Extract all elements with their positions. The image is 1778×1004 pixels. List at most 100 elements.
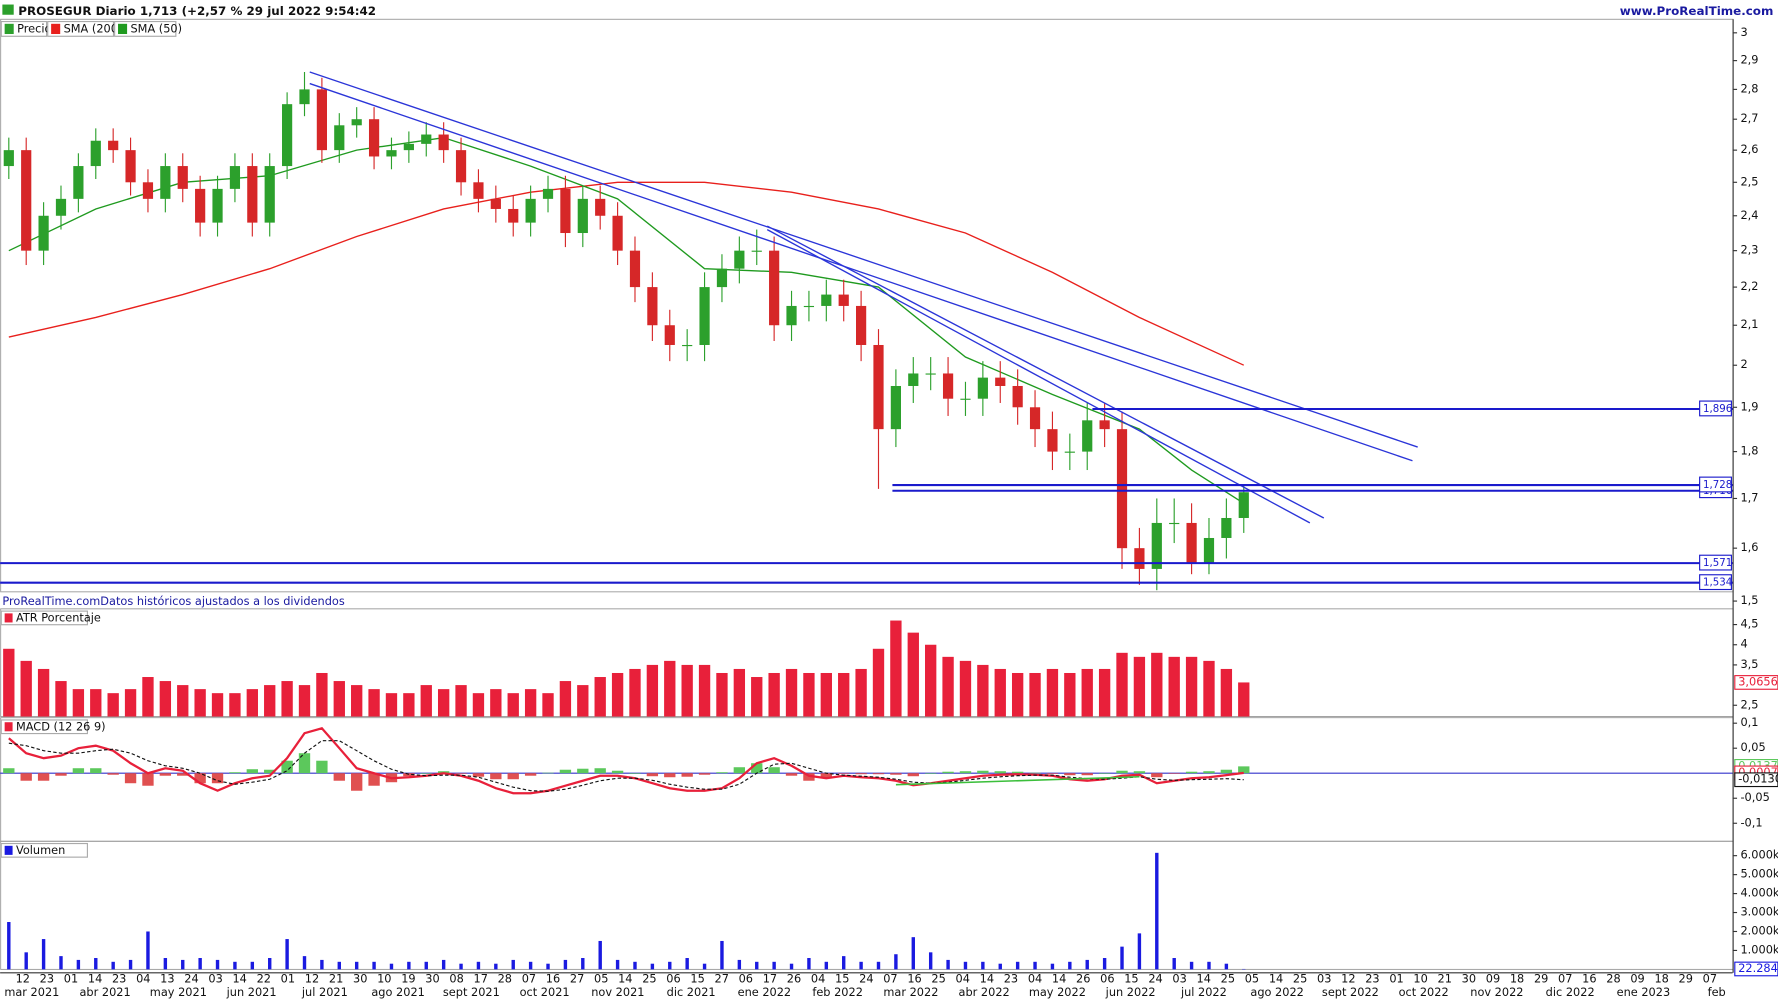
x-tick-label: 07 [522, 972, 536, 986]
x-tick-label: 08 [449, 972, 463, 986]
y-tick-label: 1,9 [1740, 399, 1758, 413]
x-tick-label: 29 [1534, 972, 1548, 986]
candle-body [1013, 386, 1023, 407]
bar [560, 681, 571, 716]
bar [264, 685, 275, 716]
bar [525, 689, 536, 716]
candle-body [369, 119, 379, 156]
y-tick-label: 2,8 [1740, 81, 1758, 95]
bar [1172, 958, 1175, 969]
bar [233, 962, 236, 970]
last-value-label: 3,0656 [1738, 674, 1778, 688]
bar [477, 962, 480, 970]
bar [285, 939, 288, 969]
candle-body [856, 306, 866, 345]
candle-body [282, 104, 292, 166]
legend: Precio SMA (200) SMA (50) [1, 21, 182, 36]
candle-body [752, 251, 762, 252]
histogram-bar [1012, 772, 1023, 774]
bar [164, 958, 167, 969]
histogram-bar [1203, 771, 1214, 773]
bar [490, 689, 501, 716]
bar [529, 962, 532, 970]
histogram-bar [351, 773, 362, 791]
histogram-bar [1151, 773, 1162, 777]
panel-title-swatch [5, 846, 13, 855]
bar [25, 952, 28, 969]
histogram-bar [1099, 773, 1110, 774]
candle-body [91, 141, 101, 166]
y-tick-label: 4 [1740, 637, 1747, 651]
bar [929, 952, 932, 969]
x-month-label: feb 2022 [812, 985, 863, 999]
histogram-bar [786, 773, 797, 776]
candle-body [1117, 429, 1127, 548]
candle-body [995, 378, 1005, 386]
bar [633, 962, 636, 970]
candle-body [108, 141, 118, 150]
x-tick-label: 14 [1197, 972, 1211, 986]
bar [1151, 653, 1162, 717]
bar [160, 681, 171, 716]
x-month-label: feb [1708, 985, 1726, 999]
bar [368, 689, 379, 716]
y-tick-label: 1,6 [1740, 540, 1758, 554]
candle-body [612, 216, 622, 251]
histogram-bar [3, 768, 14, 773]
x-tick-label: 26 [787, 972, 801, 986]
candle-body [926, 373, 936, 374]
bar [125, 689, 136, 716]
bar [616, 960, 619, 969]
bar [703, 964, 706, 970]
x-tick-label: 23 [112, 972, 126, 986]
candle-body [595, 199, 605, 216]
panel-title: Volumen [16, 843, 65, 857]
histogram-bar [681, 773, 692, 777]
histogram-bar [577, 769, 588, 774]
x-tick-label: 14 [1052, 972, 1066, 986]
bar [1103, 958, 1106, 969]
bar [42, 939, 45, 969]
histogram-bar [490, 773, 501, 779]
x-tick-label: 01 [281, 972, 295, 986]
bar [720, 941, 723, 969]
y-tick-label: 2 [1740, 357, 1747, 371]
bar [716, 673, 727, 717]
bar [390, 964, 393, 970]
bar [981, 962, 984, 970]
histogram-bar [90, 768, 101, 773]
x-tick-label: 01 [1389, 972, 1403, 986]
candle-body [769, 251, 779, 326]
bar [734, 669, 745, 717]
bar [21, 661, 32, 717]
x-tick-label: 14 [88, 972, 102, 986]
last-value-label: 22.284 [1738, 961, 1778, 975]
x-tick-label: 28 [1606, 972, 1620, 986]
bar [1051, 964, 1054, 970]
x-tick-label: 03 [1172, 972, 1186, 986]
bar [751, 677, 762, 717]
bar [651, 964, 654, 970]
histogram-bar [768, 767, 779, 773]
candle-body [682, 345, 692, 346]
histogram-bar [525, 773, 536, 776]
histogram-bar [125, 773, 136, 783]
x-tick-label: 30 [425, 972, 439, 986]
x-month-label: ene 2022 [738, 985, 792, 999]
histogram-bar [595, 768, 606, 773]
bar [1169, 657, 1180, 717]
histogram-bar [716, 772, 727, 773]
bar [73, 689, 84, 716]
x-month-label: may 2022 [1029, 985, 1086, 999]
bar [494, 964, 497, 970]
histogram-bar [542, 773, 553, 774]
legend-label: SMA (50) [130, 21, 182, 35]
bar [442, 960, 445, 969]
histogram-bar [160, 773, 171, 776]
x-tick-label: 04 [811, 972, 825, 986]
bar [542, 693, 553, 716]
panel-title-swatch [5, 613, 13, 622]
histogram-bar [1064, 773, 1075, 775]
bar [786, 669, 797, 717]
histogram-bar [1238, 766, 1249, 773]
